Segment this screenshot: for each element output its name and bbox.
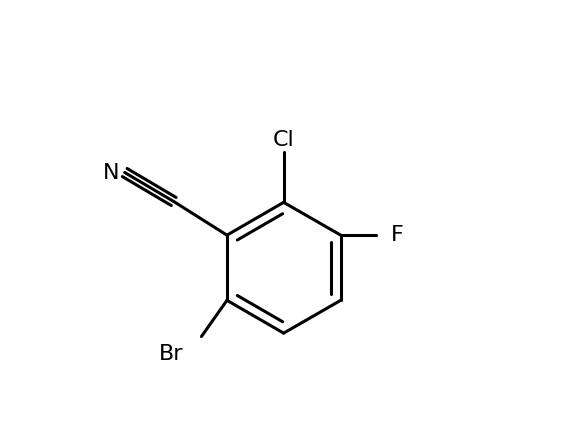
Text: N: N <box>103 163 120 182</box>
Text: Br: Br <box>159 344 184 363</box>
Text: Cl: Cl <box>272 130 295 150</box>
Text: F: F <box>391 225 404 245</box>
